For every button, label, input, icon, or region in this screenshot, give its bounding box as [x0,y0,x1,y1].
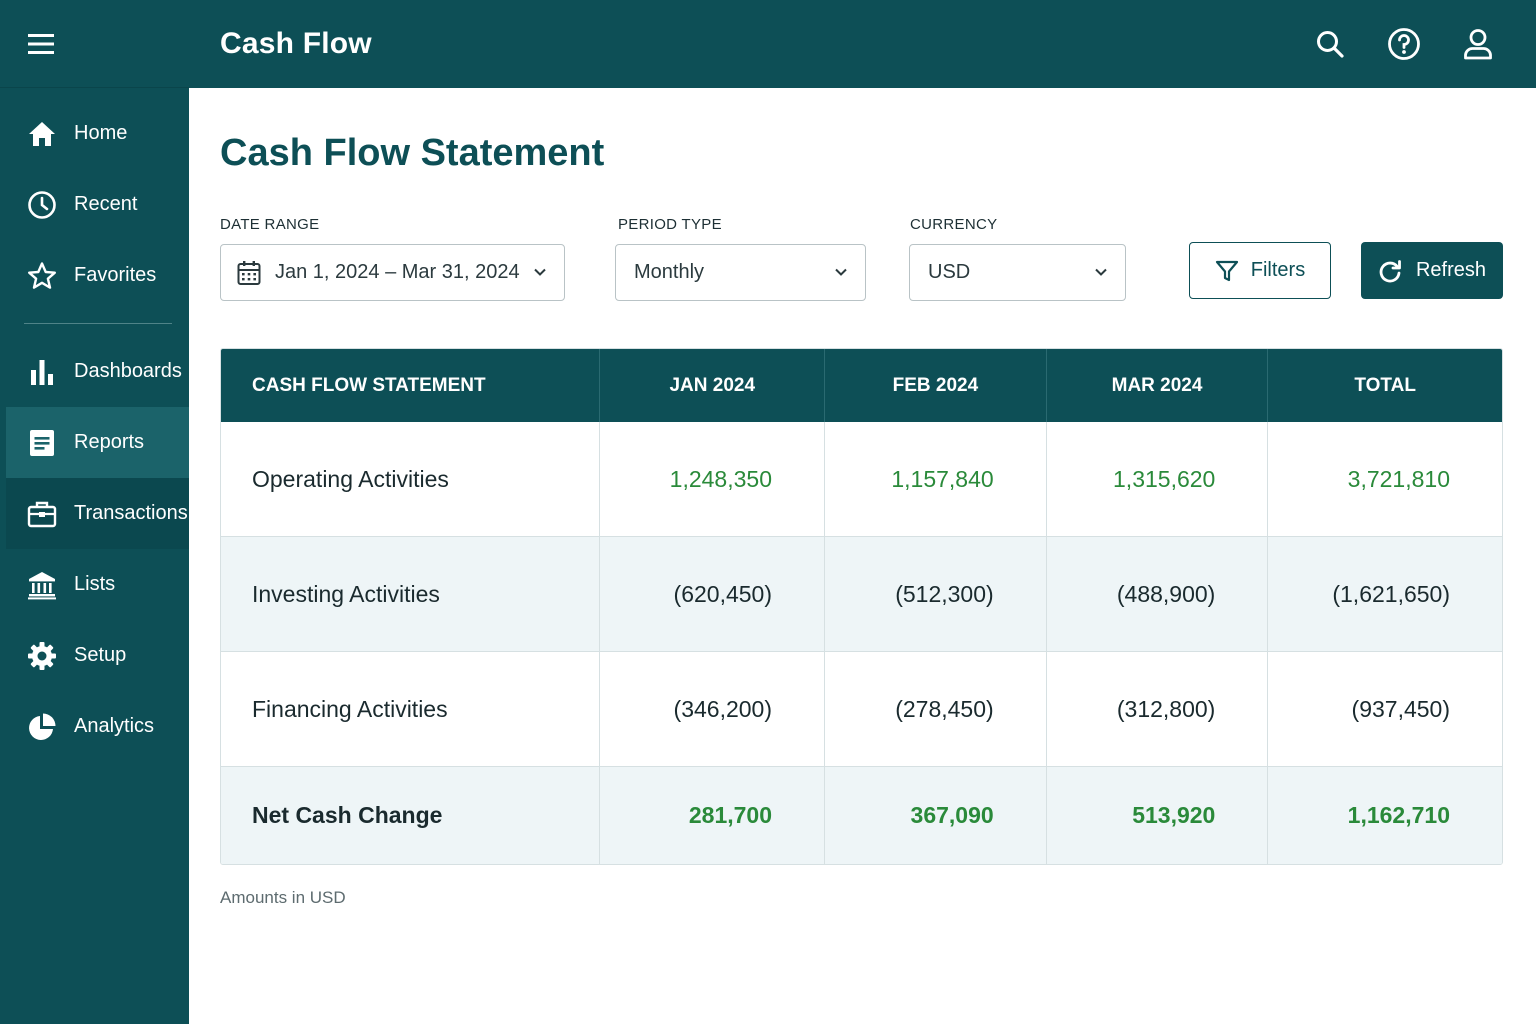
column-header[interactable]: MAR 2024 [1046,349,1269,422]
cash-flow-table: CASH FLOW STATEMENT JAN 2024 FEB 2024 MA… [220,348,1503,865]
table-row[interactable]: Operating Activities 1,248,350 1,157,840… [221,422,1502,537]
table-header-row: CASH FLOW STATEMENT JAN 2024 FEB 2024 MA… [221,349,1502,422]
table-cell: (937,450) [1268,652,1502,767]
period-type-value: Monthly [634,261,705,283]
table-cell: 1,248,350 [600,422,825,537]
sidebar-item-label: Lists [74,573,116,595]
table-cell: (488,900) [1046,537,1269,652]
table-cell: (346,200) [600,652,825,767]
table-cell: 3,721,810 [1268,422,1502,537]
row-label: Financing Activities [221,652,601,767]
bar-chart-icon [26,356,58,388]
column-header[interactable]: TOTAL [1268,349,1502,422]
table-row-total[interactable]: Net Cash Change 281,700 367,090 513,920 … [221,767,1502,864]
header-actions [1308,22,1500,66]
table-cell: 513,920 [1047,767,1269,864]
sidebar-item-label: Transactions [74,502,188,524]
refresh-button[interactable]: Refresh [1361,242,1503,299]
filters-button-label: Filters [1250,259,1306,281]
currency-label: CURRENCY [910,216,998,233]
refresh-icon [1378,259,1402,283]
page-title: Cash Flow Statement [220,132,605,174]
refresh-button-label: Refresh [1415,259,1487,281]
row-label: Net Cash Change [221,767,601,864]
report-icon [26,427,58,459]
row-label: Operating Activities [221,422,601,537]
sidebar-item-label: Setup [74,644,127,666]
calendar-icon [237,260,261,286]
sidebar-item-lists[interactable]: Lists [0,549,189,620]
table-cell: 367,090 [825,767,1047,864]
row-label: Investing Activities [221,537,601,652]
sidebar-divider [24,323,172,324]
sidebar-item-recent[interactable]: Recent [0,169,189,240]
briefcase-icon [26,498,58,530]
sidebar-item-setup[interactable]: Setup [0,620,189,691]
column-header[interactable]: JAN 2024 [600,349,826,422]
table-cell: (312,800) [1046,652,1269,767]
sidebar-item-label: Reports [74,431,145,453]
table-cell: (278,450) [825,652,1047,767]
table-cell: (620,450) [600,537,825,652]
chevron-down-icon [532,263,548,286]
sidebar-item-analytics[interactable]: Analytics [0,691,189,762]
table-row[interactable]: Investing Activities (620,450) (512,300)… [221,537,1502,652]
sidebar-item-label: Favorites [74,264,157,286]
star-icon [26,260,58,292]
bank-icon [26,569,58,601]
sidebar-item-label: Analytics [74,715,155,737]
table-row[interactable]: Financing Activities (346,200) (278,450)… [221,652,1502,767]
sidebar-item-favorites[interactable]: Favorites [0,240,189,311]
table-cell: 1,162,710 [1347,802,1450,828]
pie-chart-icon [26,711,58,743]
sidebar-item-dashboards[interactable]: Dashboards [0,336,189,407]
sidebar-nav: Home Recent Favorites Dashboards Report [0,98,189,762]
app-title: Cash Flow [220,27,372,60]
search-icon[interactable] [1308,22,1352,66]
date-range-value: Jan 1, 2024 – Mar 31, 2024 [275,261,520,283]
date-range-label: DATE RANGE [220,216,320,233]
table-cell: (512,300) [825,537,1047,652]
home-icon [26,118,58,150]
filter-icon [1215,259,1239,283]
table-cell: (1,621,650) [1268,537,1502,652]
help-icon[interactable] [1382,22,1426,66]
table-cell: 1,315,620 [1046,422,1269,537]
user-icon[interactable] [1456,22,1500,66]
column-header[interactable]: CASH FLOW STATEMENT [221,349,601,422]
chevron-down-icon [833,263,849,286]
menu-icon[interactable] [28,30,56,58]
filters-button[interactable]: Filters [1189,242,1331,299]
sidebar-item-home[interactable]: Home [0,98,189,169]
table-cell: 1,157,840 [825,422,1047,537]
gear-icon [26,640,58,672]
sidebar-item-label: Dashboards [74,360,182,382]
period-type-select[interactable]: Monthly [615,244,866,301]
currency-value: USD [928,261,971,283]
date-range-select[interactable]: Jan 1, 2024 – Mar 31, 2024 [220,244,565,301]
sidebar-item-reports[interactable]: Reports [6,407,189,478]
currency-select[interactable]: USD [909,244,1126,301]
sidebar-header [0,0,189,88]
top-bar: Cash Flow [189,0,1536,88]
chevron-down-icon [1093,263,1109,286]
sidebar-item-transactions[interactable]: Transactions [6,478,189,549]
column-header[interactable]: FEB 2024 [825,349,1047,422]
table-cell: 281,700 [600,767,825,864]
period-type-label: PERIOD TYPE [618,216,722,233]
sidebar: Home Recent Favorites Dashboards Report [0,0,189,1024]
footnote: Amounts in USD [220,888,346,907]
sidebar-item-label: Home [74,122,128,144]
clock-icon [26,189,58,221]
sidebar-item-label: Recent [74,193,138,215]
